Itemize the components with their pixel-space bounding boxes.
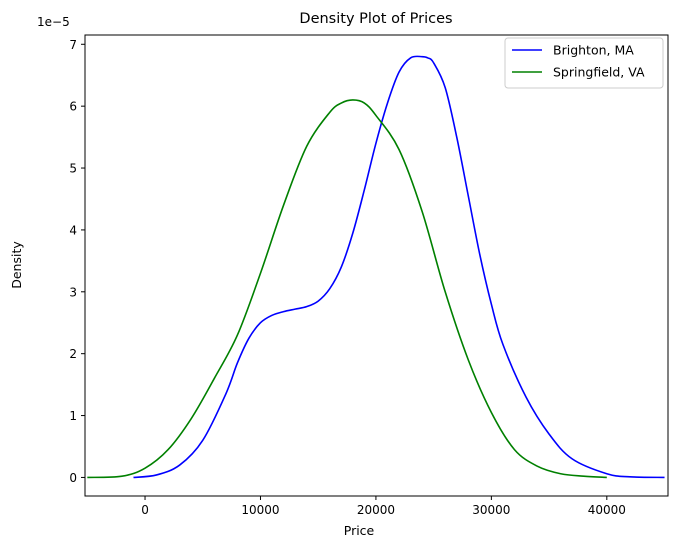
x-axis-label: Price [344, 523, 375, 538]
legend-label-2: Springfield, VA [553, 65, 645, 80]
plot-frame [84, 34, 669, 497]
y-axis-label: Density [9, 241, 24, 289]
legend: Brighton, MA Springfield, VA [504, 37, 664, 89]
x-tick-label: 40000 [588, 503, 626, 517]
y-tick-label: 0 [69, 471, 77, 485]
y-tick-label: 5 [69, 162, 77, 176]
y-axis-ticks: 0 1 2 3 4 5 6 7 [69, 38, 85, 485]
y-tick-label: 6 [69, 100, 77, 114]
y-tick-label: 4 [69, 223, 77, 237]
x-tick-label: 10000 [241, 503, 279, 517]
x-tick-label: 20000 [357, 503, 395, 517]
series-lines [87, 55, 665, 479]
y-tick-label: 7 [69, 38, 77, 52]
y-tick-label: 1 [69, 409, 77, 423]
y-tick-label: 3 [69, 285, 77, 299]
x-tick-label: 0 [141, 503, 149, 517]
series-line-2 [87, 99, 607, 479]
y-tick-label: 2 [69, 347, 77, 361]
x-axis-ticks: 0 10000 20000 30000 40000 [141, 496, 626, 517]
x-tick-label: 30000 [472, 503, 510, 517]
legend-label-1: Brighton, MA [553, 43, 634, 58]
y-offset-text: 1e−5 [37, 15, 70, 29]
legend-box [504, 37, 664, 89]
chart-title: Density Plot of Prices [299, 11, 452, 27]
series-line-1 [133, 55, 665, 479]
